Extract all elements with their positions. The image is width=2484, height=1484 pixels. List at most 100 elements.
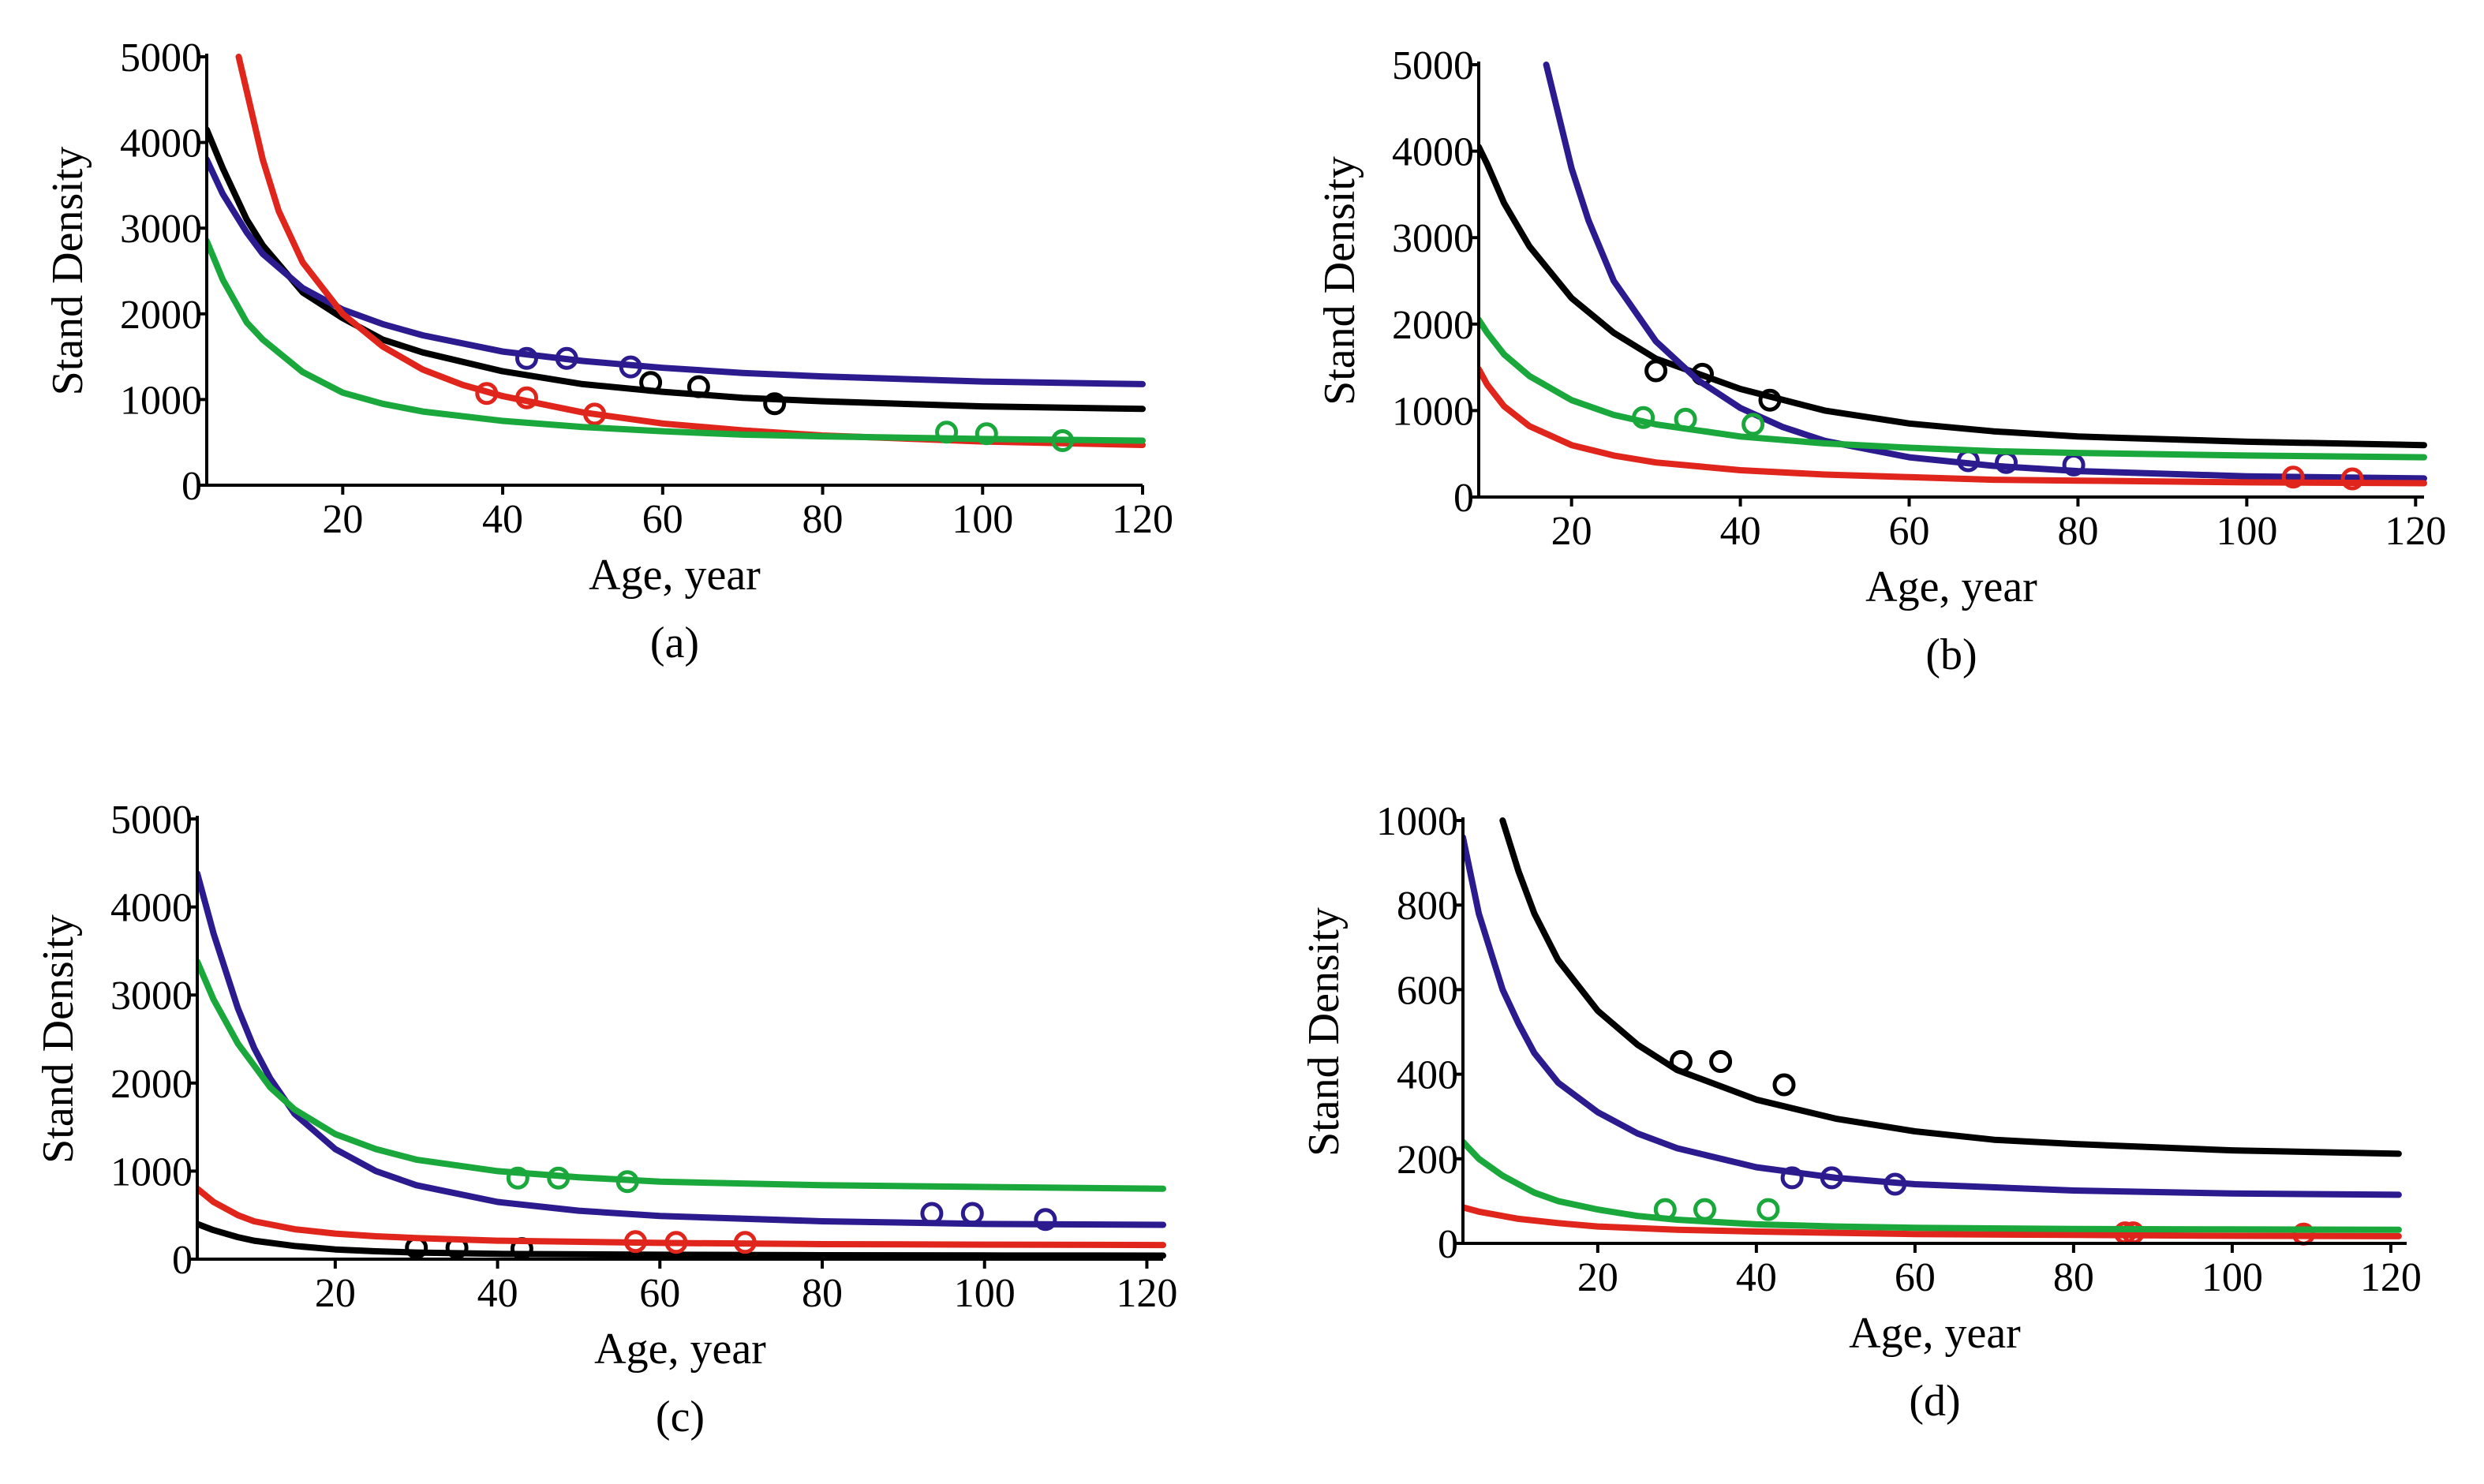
y-tick-label-a-3000: 3000 (120, 207, 202, 252)
data-point-black-a-2 (639, 371, 663, 394)
data-point-red-a-1 (475, 382, 499, 406)
y-tick-label-c-4000: 4000 (110, 886, 193, 931)
data-point-black-a-3 (763, 392, 787, 416)
data-point-black-d-1 (1669, 1050, 1693, 1073)
y-tick-label-a-1000: 1000 (120, 378, 202, 423)
y-tick-label-c-3000: 3000 (110, 974, 193, 1019)
x-tick-label-b-20: 20 (1551, 509, 1592, 554)
y-axis-title-d: Stand Density (1300, 907, 1349, 1157)
x-tick-label-a-20: 20 (322, 497, 363, 542)
series-red-curve-d (1461, 1204, 2402, 1239)
series-blue-curve-a (205, 156, 1146, 387)
series-black-curve-b (1477, 144, 2427, 449)
x-tick-label-d-100: 100 (2202, 1255, 2263, 1300)
chart-panel-a: 20 40 60 80 100 120 0 1000 2000 3000 4000 5000 Age, … (43, 36, 1173, 667)
y-tick-label-d-200: 200 (1397, 1138, 1458, 1183)
x-tick-label-c-20: 20 (315, 1271, 356, 1316)
series-green-curve-c (196, 958, 1166, 1192)
series-green-curve-d (1461, 1138, 2402, 1233)
series-green-curve-a (205, 237, 1146, 444)
data-point-black-b-1 (1644, 359, 1668, 383)
data-point-black-b-3 (1758, 388, 1782, 412)
data-point-blue-d-3 (1884, 1172, 1907, 1196)
y-axis-title-b: Stand Density (1315, 156, 1364, 406)
x-tick-label-a-80: 80 (802, 497, 844, 542)
series-blue-curve-b (1543, 62, 2427, 482)
data-point-blue-a-1 (515, 346, 538, 370)
y-tick-label-a-4000: 4000 (120, 121, 202, 166)
y-tick-label-a-2000: 2000 (120, 293, 202, 338)
x-tick-label-a-120: 120 (1112, 497, 1173, 542)
chart-panel-c: 20 40 60 80 100 120 0 1000 2000 3000 4000 5000 Age, … (34, 798, 1177, 1441)
data-point-green-b-3 (1741, 413, 1765, 436)
x-tick-label-a-60: 60 (642, 497, 683, 542)
x-axis-title-b: Age, year (1865, 563, 2037, 611)
y-tick-label-b-0: 0 (1453, 476, 1474, 521)
data-point-blue-c-3 (1034, 1208, 1057, 1232)
y-tick-label-c-2000: 2000 (110, 1062, 193, 1107)
x-tick-label-d-60: 60 (1895, 1255, 1936, 1300)
data-point-blue-c-1 (920, 1202, 944, 1225)
series-red-curve-c (196, 1185, 1166, 1249)
panel-label-d: (d) (1909, 1377, 1960, 1426)
x-tick-label-b-40: 40 (1720, 509, 1761, 554)
data-point-blue-c-2 (960, 1202, 984, 1225)
series-black-curve-a (205, 126, 1146, 413)
data-point-black-d-2 (1709, 1050, 1733, 1073)
data-point-blue-d-1 (1780, 1166, 1804, 1190)
chart-panel-d: 20 40 60 80 100 120 0 200 400 600 800 1000 Age, year… (1300, 799, 2422, 1426)
x-tick-label-b-60: 60 (1889, 509, 1930, 554)
data-point-red-b-2 (2340, 467, 2364, 491)
x-tick-label-a-40: 40 (482, 497, 523, 542)
x-tick-label-d-40: 40 (1736, 1255, 1777, 1300)
y-axis-title-c: Stand Density (34, 914, 83, 1164)
y-tick-label-a-5000: 5000 (120, 36, 202, 80)
y-tick-label-a-0: 0 (181, 464, 202, 509)
x-tick-label-d-20: 20 (1577, 1255, 1618, 1300)
data-point-red-a-3 (583, 402, 607, 426)
data-point-blue-d-2 (1820, 1166, 1843, 1190)
y-tick-label-d-400: 400 (1397, 1053, 1458, 1098)
data-point-green-d-2 (1693, 1198, 1716, 1221)
y-tick-label-b-4000: 4000 (1392, 130, 1474, 175)
x-axis-title-a: Age, year (589, 551, 761, 600)
data-point-green-a-2 (975, 422, 998, 446)
data-point-red-c-1 (623, 1230, 647, 1254)
y-tick-label-c-1000: 1000 (110, 1149, 193, 1194)
data-point-green-d-3 (1756, 1198, 1780, 1221)
x-tick-label-b-120: 120 (2385, 509, 2446, 554)
data-point-green-c-3 (615, 1170, 639, 1194)
x-tick-label-c-80: 80 (802, 1271, 843, 1316)
data-point-green-c-2 (547, 1166, 570, 1190)
chart-panel-b: 20 40 60 80 100 120 0 1000 2000 3000 4000 5000 Age, … (1315, 43, 2446, 679)
data-point-green-c-1 (506, 1166, 529, 1190)
x-tick-label-d-80: 80 (2053, 1255, 2094, 1300)
data-point-blue-a-2 (555, 346, 578, 370)
series-blue-curve-d (1461, 834, 2402, 1198)
panel-label-a: (a) (650, 619, 699, 667)
x-axis-title-c: Age, year (594, 1325, 766, 1374)
data-point-green-d-1 (1653, 1198, 1677, 1221)
y-tick-label-b-2000: 2000 (1392, 303, 1474, 348)
x-tick-label-b-100: 100 (2216, 509, 2277, 554)
y-tick-label-d-800: 800 (1397, 884, 1458, 929)
x-tick-label-c-120: 120 (1116, 1271, 1177, 1316)
data-point-red-a-2 (515, 386, 538, 409)
data-point-green-a-3 (1051, 429, 1075, 452)
y-tick-label-c-0: 0 (172, 1238, 193, 1283)
y-tick-label-b-1000: 1000 (1392, 389, 1474, 434)
data-point-green-b-1 (1632, 406, 1655, 429)
series-green-curve-b (1477, 316, 2427, 461)
data-point-black-a-1 (686, 375, 710, 398)
series-black-curve-d (1499, 817, 2402, 1157)
series-blue-curve-c (196, 870, 1166, 1228)
data-point-black-d-3 (1772, 1073, 1796, 1097)
data-point-red-c-2 (664, 1231, 688, 1254)
panel-label-b: (b) (1925, 630, 1977, 679)
data-point-green-b-2 (1674, 407, 1697, 431)
x-tick-label-c-40: 40 (477, 1271, 518, 1316)
series-black-curve-c (196, 1220, 1166, 1259)
x-axis-title-d: Age, year (1849, 1309, 2021, 1358)
data-point-red-b-1 (2281, 465, 2305, 489)
